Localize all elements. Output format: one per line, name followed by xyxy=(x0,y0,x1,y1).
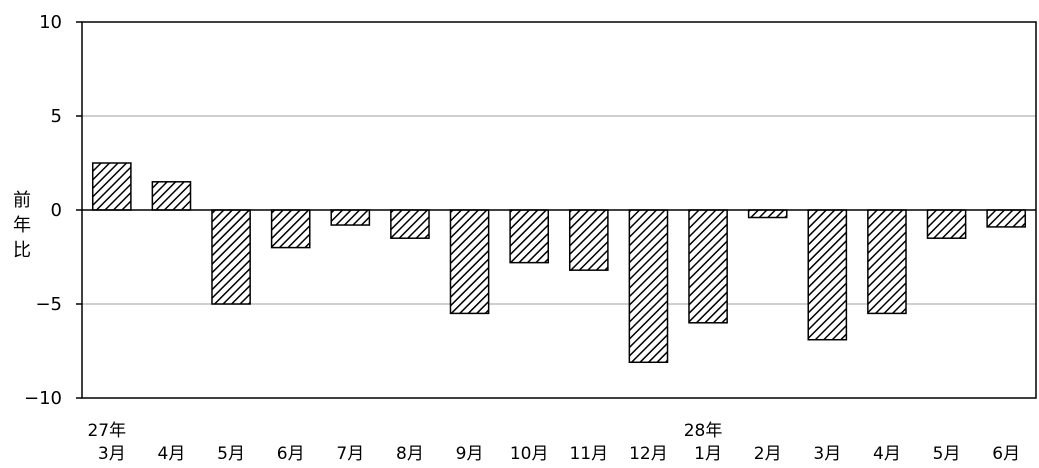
x-category-label: 7月 xyxy=(336,444,364,464)
bar xyxy=(628,209,669,364)
bar xyxy=(211,209,251,305)
bar xyxy=(688,209,728,324)
bar xyxy=(151,181,192,211)
y-tick-labels: 10 5 0 −5 −10 xyxy=(24,12,62,409)
y-axis-label-char: 比 xyxy=(13,240,31,261)
y-tick-label: −10 xyxy=(24,388,62,409)
y-tick-label: 10 xyxy=(39,12,62,33)
bar xyxy=(509,209,550,264)
x-category-label: 3月 xyxy=(98,444,126,464)
x-category-label: 5月 xyxy=(217,444,245,464)
y-tick-label: −5 xyxy=(35,294,62,315)
x-category-label: 9月 xyxy=(456,444,484,464)
x-category-label: 5月 xyxy=(933,444,961,464)
y-tick-label: 5 xyxy=(51,106,62,127)
x-category-label: 4月 xyxy=(158,444,186,464)
bar xyxy=(867,209,907,315)
x-category-labels: 3月 4月 5月 6月 7月 8月 9月 10月 11月 12月 1月 2月 3月 4月 5月 6月 27年 28… xyxy=(87,421,1020,464)
x-category-label: 8月 xyxy=(396,444,424,464)
x-category-label: 6月 xyxy=(277,444,305,464)
bar xyxy=(986,209,1027,228)
bar xyxy=(449,209,490,315)
x-category-label: 6月 xyxy=(992,444,1020,464)
x-category-label: 11月 xyxy=(569,444,608,464)
bar xyxy=(91,162,132,211)
x-category-label: 12月 xyxy=(629,444,668,464)
bar xyxy=(807,209,848,341)
bar xyxy=(568,209,609,271)
x-category-label: 10月 xyxy=(510,444,549,464)
x-category-label: 3月 xyxy=(813,444,841,464)
bars xyxy=(91,162,1027,364)
axes xyxy=(76,21,1037,399)
bar xyxy=(926,209,967,239)
bar xyxy=(390,209,430,239)
x-year-label: 28年 xyxy=(684,421,723,441)
x-year-label: 27年 xyxy=(87,421,126,441)
x-category-label: 4月 xyxy=(873,444,901,464)
x-category-label: 1月 xyxy=(694,444,722,464)
y-axis-label-char: 前 xyxy=(13,190,31,211)
bar xyxy=(747,209,788,219)
bar xyxy=(330,209,371,226)
y-tick-label: 0 xyxy=(51,200,62,221)
x-category-label: 2月 xyxy=(754,444,782,464)
y-axis-label: 前年比 xyxy=(13,190,31,261)
y-axis-label-char: 年 xyxy=(13,215,31,236)
bar xyxy=(270,209,311,249)
